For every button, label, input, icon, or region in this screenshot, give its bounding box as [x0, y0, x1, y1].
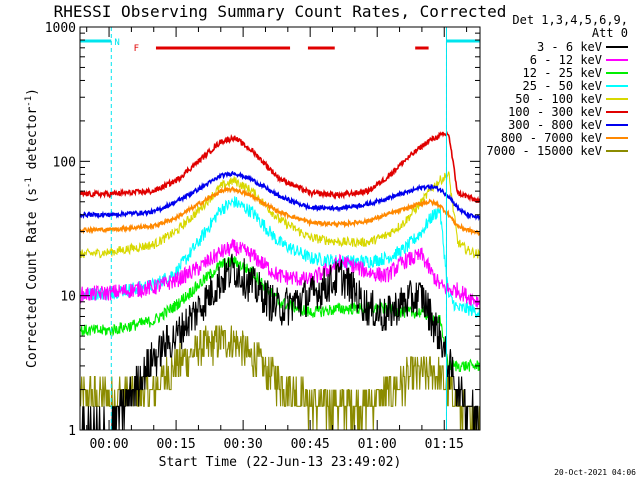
series-layer	[80, 130, 480, 430]
y-axis-label-part: Corrected Count Rate (s	[25, 188, 40, 368]
legend-entry-label: 300 - 800 keV	[508, 118, 602, 132]
plot-frame	[79, 26, 481, 431]
flare-flag-label: F	[134, 44, 139, 54]
legend-entry-label: 100 - 300 keV	[508, 105, 602, 119]
series-line-7000-15000-kev	[80, 325, 480, 430]
series-line-3-6-kev	[80, 253, 480, 430]
legend-header-attenuator: Att 0	[592, 26, 628, 40]
y-tick-label: 100	[53, 155, 76, 170]
legend-entry-label: 50 - 100 keV	[515, 92, 602, 106]
x-tick-label: 00:45	[291, 437, 330, 452]
generation-timestamp: 20-Oct-2021 04:06	[554, 468, 636, 477]
y-axis-label: Corrected Count Rate (s-1 detector-1)	[24, 88, 40, 368]
legend-entry-label: 6 - 12 keV	[530, 53, 602, 67]
legend-entry-label: 25 - 50 keV	[523, 79, 602, 93]
legend-entry-label: 7000 - 15000 keV	[486, 144, 602, 158]
x-tick-label: 01:15	[425, 437, 464, 452]
series-line-300-800-kev	[80, 170, 480, 221]
y-tick-label: 1000	[45, 21, 76, 36]
y-tick-label: 1	[68, 424, 76, 439]
flag-layer: NF	[80, 27, 480, 430]
x-tick-label: 00:00	[89, 437, 128, 452]
legend-header-detectors: Det 1,3,4,5,6,9,	[512, 13, 628, 27]
legend-entry-label: 12 - 25 keV	[523, 66, 602, 80]
y-tick-label: 10	[60, 290, 76, 305]
series-line-100-300-kev	[80, 130, 480, 203]
series-line-800-7000-kev	[80, 185, 480, 237]
chart-title: RHESSI Observing Summary Count Rates, Co…	[54, 2, 507, 21]
x-tick-label: 00:15	[157, 437, 196, 452]
night-flag-label: N	[114, 38, 119, 48]
axis-layer: 1 10 100 1000 00:00 00:15 00:30 00:45 01:00 01:15	[45, 21, 480, 452]
x-tick-label: 00:30	[224, 437, 263, 452]
y-axis-label-part: )	[25, 88, 40, 96]
series-line-6-12-kev	[80, 238, 480, 310]
y-axis-label-part: detector	[25, 107, 40, 178]
x-tick-label: 01:00	[358, 437, 397, 452]
legend-entry-label: 800 - 7000 keV	[501, 131, 602, 145]
x-axis-label: Start Time (22-Jun-13 23:49:02)	[159, 455, 402, 470]
y-axis-label-sup: -1	[24, 96, 34, 107]
y-axis-label-sup: -1	[24, 177, 34, 188]
legend-entry-label: 3 - 6 keV	[537, 40, 602, 54]
